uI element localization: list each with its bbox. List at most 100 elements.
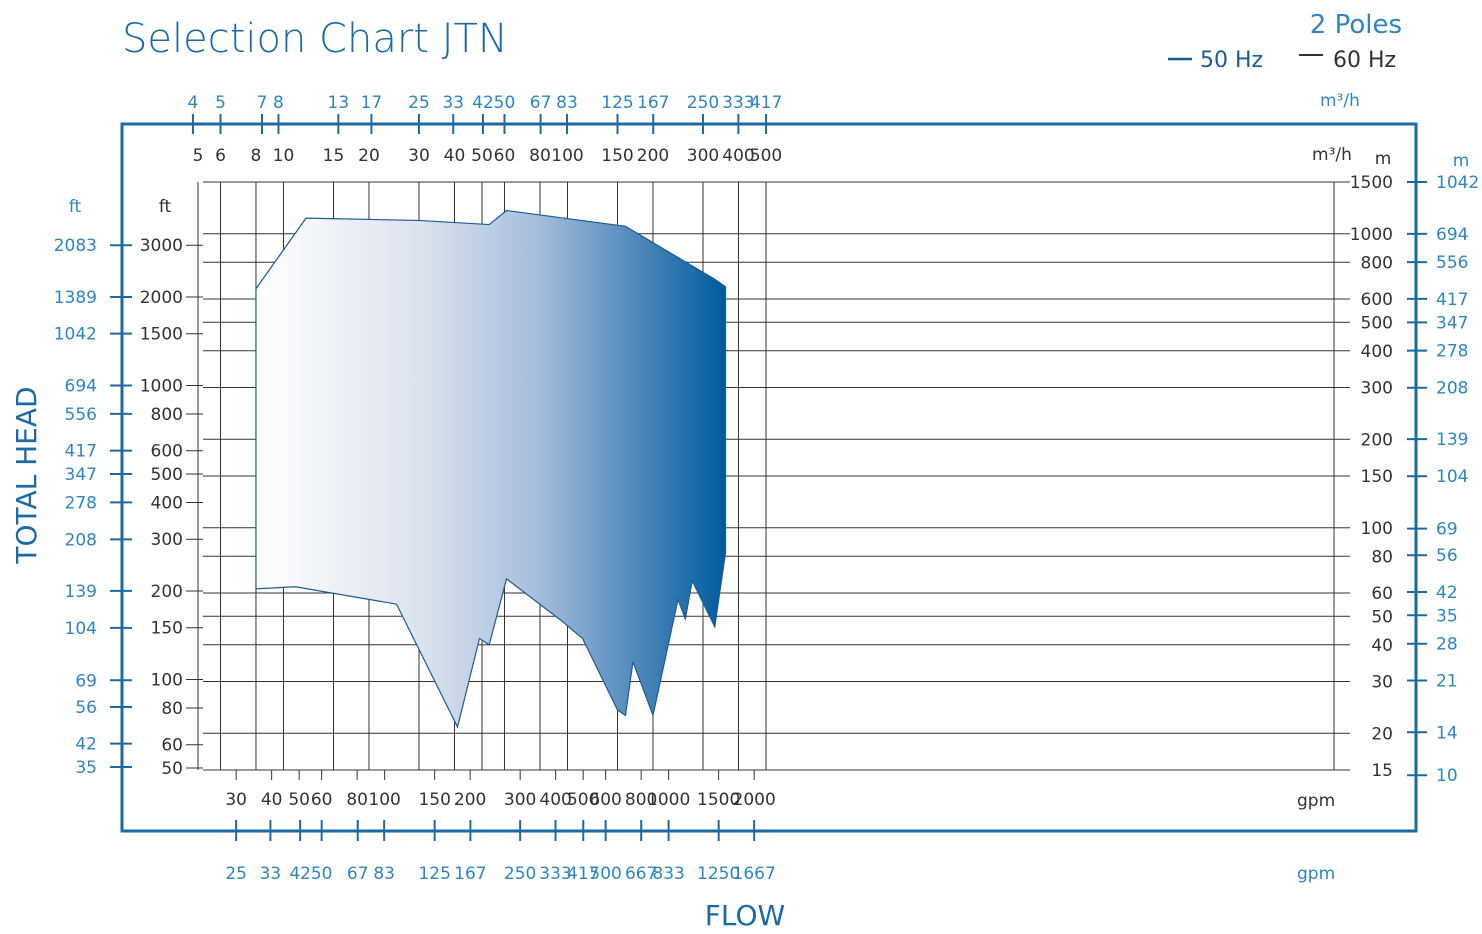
axis-right-blue: 1042 694 556 417 347 278 208 139 104 69 56 42 35 28 21… [1407,173,1479,786]
tick-label: 56 [75,698,97,718]
tick-label: 104 [1436,467,1468,487]
tick-label: 200 [151,582,183,602]
tick-label: 1000 [647,790,690,810]
bottom-blue-unit: gpm [1297,864,1335,884]
tick-label: 1500 [697,790,740,810]
tick-label: 80 [1371,547,1393,567]
tick-label: 28 [1436,635,1458,655]
tick-label: 300 [151,530,183,550]
tick-label: 200 [637,146,669,166]
tick-label: 125 [601,93,633,113]
right-dark-unit: m [1375,149,1392,169]
tick-label: 139 [1436,430,1468,450]
right-blue-unit: m [1453,151,1470,171]
tick-label: 1042 [1436,173,1479,193]
tick-label: 69 [1436,520,1458,540]
axis-left-blue: 2083 1389 1042 694 556 417 347 278 208 139 104 69 56… [54,236,132,778]
top-dark-unit: m³/h [1312,145,1352,165]
axis-left-dark: 3000 2000 1500 1000 800 600 500 400 300 200 150 100… [140,236,203,779]
tick-label: 13 [328,93,350,113]
tick-label: 42 [289,864,311,884]
legend-title: 2 Poles [1310,10,1402,40]
tick-label: 278 [65,493,97,513]
legend-label-50hz: 50 Hz [1200,48,1263,73]
tick-label: 500 [567,790,599,810]
tick-label: 100 [551,146,583,166]
tick-label: 333 [539,864,571,884]
tick-label: 150 [601,146,633,166]
tick-label: 8 [273,93,284,113]
tick-label: 1389 [54,288,97,308]
tick-label: 35 [75,758,97,778]
tick-label: 417 [65,442,97,462]
tick-label: 556 [65,405,97,425]
tick-label: 250 [504,864,536,884]
tick-label: 40 [261,790,283,810]
tick-label: 347 [65,465,97,485]
left-blue-unit: ft [69,197,82,217]
bottom-dark-unit: gpm [1297,791,1335,811]
tick-label: 167 [454,864,486,884]
tick-label: 278 [1436,342,1468,362]
tick-label: 30 [1371,672,1393,692]
tick-label: 3000 [140,236,183,256]
chart-frame [120,122,1418,833]
tick-label: 300 [1361,378,1393,398]
tick-label: 30 [408,146,430,166]
tick-label: 104 [65,619,97,639]
tick-label: 800 [625,790,657,810]
tick-label: 208 [1436,379,1468,399]
tick-label: 10 [1436,766,1458,786]
tick-label: 800 [1361,253,1393,273]
tick-label: 40 [444,146,466,166]
tick-label: 208 [65,530,97,550]
tick-label: 200 [1361,430,1393,450]
tick-label: 7 [257,93,268,113]
tick-label: 125 [418,864,450,884]
tick-label: 417 [1436,290,1468,310]
tick-label: 4 [188,93,199,113]
tick-label: 17 [361,93,383,113]
tick-label: 500 [750,146,782,166]
tick-label: 1000 [1350,225,1393,245]
x-axis-title: FLOW [705,899,785,930]
tick-label: 67 [530,93,552,113]
tick-label: 100 [368,790,400,810]
tick-label: 67 [347,864,369,884]
tick-label: 15 [323,146,345,166]
left-dark-unit: ft [159,197,172,217]
tick-label: 600 [589,790,621,810]
tick-label: 83 [373,864,395,884]
tick-label: 417 [567,864,599,884]
tick-label: 5 [215,93,226,113]
tick-label: 40 [1371,636,1393,656]
tick-label: 80 [529,146,551,166]
tick-label: 21 [1436,671,1458,691]
tick-label: 50 [311,864,333,884]
tick-label: 556 [1436,253,1468,273]
tick-label: 333 [722,93,754,113]
tick-label: 200 [454,790,486,810]
tick-label: 250 [687,93,719,113]
tick-label: 2000 [140,288,183,308]
axis-right-dark: 1500 1000 800 600 500 400 300 200 150 100 80 60 50 40… [1334,173,1393,781]
tick-label: 1250 [697,864,740,884]
tick-label: 694 [65,377,97,397]
tick-label: 150 [151,619,183,639]
tick-label: 667 [625,864,657,884]
tick-label: 100 [151,670,183,690]
tick-label: 42 [75,735,97,755]
tick-label: 5 [193,146,204,166]
tick-label: 500 [589,864,621,884]
tick-label: 100 [1361,519,1393,539]
tick-label: 60 [494,146,516,166]
tick-label: 25 [225,864,247,884]
tick-label: 15 [1371,761,1393,781]
operating-range-area [255,209,727,729]
tick-label: 50 [494,93,516,113]
